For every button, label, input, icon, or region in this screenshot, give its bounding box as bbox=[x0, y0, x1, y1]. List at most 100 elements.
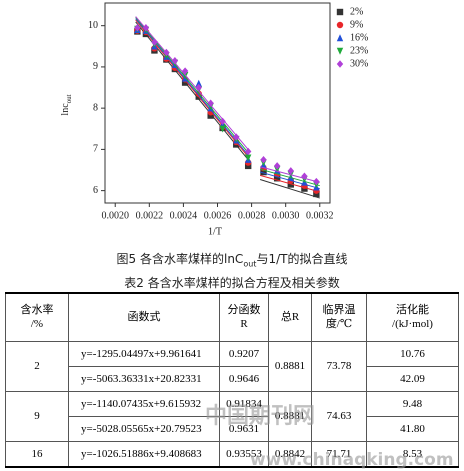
legend-label: 2% bbox=[350, 6, 363, 17]
chart: 1/T lncout 0.0020 0.0022 0.0024 0.0026 0.002… bbox=[60, 2, 368, 237]
point bbox=[260, 168, 267, 176]
y-tick-label: 6 bbox=[93, 185, 98, 196]
cell: 0.9207 bbox=[219, 340, 269, 367]
caption-text: 与1/T的拟合直线 bbox=[256, 252, 348, 266]
cell: 0.8881 bbox=[268, 340, 312, 392]
fit-line bbox=[259, 179, 320, 199]
y-label-main: lnc bbox=[60, 103, 71, 116]
x-tick-label: 0.0032 bbox=[306, 210, 334, 221]
legend-label: 16% bbox=[350, 32, 368, 43]
legend-marker bbox=[336, 60, 344, 68]
x-axis-label: 1/T bbox=[208, 226, 222, 237]
cell: 0.9631 bbox=[219, 415, 269, 442]
cell: y=-5028.05565x+20.79523 bbox=[68, 415, 220, 442]
fit-line bbox=[135, 16, 249, 150]
cell: 42.09 bbox=[366, 365, 459, 392]
header-text: 函数式 bbox=[127, 311, 161, 324]
legend-label: 23% bbox=[350, 45, 368, 56]
point bbox=[244, 147, 252, 156]
row: 16 y=-1026.51886x+9.408683 0.93553 0.8842 71… bbox=[5, 440, 459, 467]
cell: 16 bbox=[5, 440, 69, 467]
cell: 71.71 bbox=[311, 440, 367, 467]
header-text: 含水率 bbox=[20, 304, 54, 317]
cell: y=-5063.36331x+20.82331 bbox=[68, 365, 220, 392]
point bbox=[219, 117, 226, 126]
point bbox=[244, 154, 252, 162]
y-tick-label: 8 bbox=[93, 102, 98, 113]
point bbox=[207, 112, 214, 119]
point bbox=[181, 67, 189, 75]
y-axis-label: lncout bbox=[60, 94, 72, 115]
x-tick-label: 0.0020 bbox=[101, 210, 129, 221]
fit-line bbox=[135, 17, 249, 154]
row: y=-5028.05565x+20.79523 0.9631 41.80 bbox=[6, 415, 459, 442]
cell: 9.48 bbox=[366, 390, 459, 417]
y-label-sub: out bbox=[65, 94, 73, 103]
header-cell: 活化能/(kJ·mol) bbox=[366, 292, 459, 342]
point bbox=[195, 79, 202, 87]
fit-line bbox=[135, 19, 249, 158]
header-text: /(kJ·mol) bbox=[392, 318, 433, 331]
legend-marker bbox=[336, 8, 344, 16]
cell: y=-1026.51886x+9.408683 bbox=[68, 440, 220, 467]
legend-marker bbox=[336, 47, 344, 55]
cell: y=-1295.04497x+9.961641 bbox=[68, 340, 220, 367]
legend-label: 9% bbox=[350, 19, 363, 30]
cell: 0.9646 bbox=[219, 365, 269, 392]
point bbox=[163, 48, 170, 57]
legend-marker bbox=[336, 34, 344, 42]
x-tick-label: 0.0022 bbox=[136, 210, 164, 221]
point bbox=[260, 156, 267, 164]
point bbox=[273, 162, 281, 170]
x-tick-label: 0.0026 bbox=[204, 210, 232, 221]
cell: 8.53 bbox=[366, 440, 459, 467]
watermark-url: www.chinaqking.com bbox=[250, 450, 454, 470]
watermark: 中国期刊网 bbox=[205, 404, 316, 429]
fit-line bbox=[259, 174, 320, 193]
caption-sub: out bbox=[243, 259, 257, 269]
legend-label: 30% bbox=[350, 58, 368, 69]
cell: 10.76 bbox=[366, 340, 459, 367]
point bbox=[244, 162, 252, 170]
header-text: /% bbox=[30, 318, 44, 331]
header-cell: 分函数 R bbox=[219, 292, 269, 342]
legend-marker bbox=[336, 21, 344, 29]
fit-line bbox=[135, 18, 249, 156]
y-tick-label: 10 bbox=[88, 20, 98, 31]
cell: 73.78 bbox=[311, 340, 367, 392]
x-tick-label: 0.0024 bbox=[170, 210, 198, 221]
cell: y=-1140.07435x+9.615932 bbox=[68, 390, 220, 417]
point bbox=[181, 79, 189, 86]
point bbox=[313, 177, 320, 186]
header-text: 临界温 bbox=[322, 304, 356, 317]
header-text: 活化能 bbox=[396, 304, 429, 317]
point bbox=[301, 172, 308, 180]
header-cell: 临界温 度/℃ bbox=[311, 292, 367, 342]
cell: 41.80 bbox=[366, 415, 459, 442]
header-text: R bbox=[240, 318, 248, 331]
y-tick-label: 9 bbox=[93, 61, 98, 72]
point bbox=[313, 190, 320, 198]
cell: 2 bbox=[5, 340, 69, 392]
header-text: 总R bbox=[280, 311, 300, 324]
point bbox=[287, 167, 294, 175]
point bbox=[219, 125, 226, 133]
row: 2 y=-1295.04497x+9.961641 0.9207 0.8881 73.7… bbox=[5, 340, 459, 392]
x-tick-label: 0.0030 bbox=[272, 210, 300, 221]
point bbox=[151, 38, 158, 46]
point bbox=[134, 24, 141, 32]
header-cell: 总R bbox=[268, 292, 312, 342]
header-row: 含水率/% 函数式 分函数 R 总R 临界温 度/℃ 活化能/(kJ·mol) bbox=[5, 292, 459, 342]
header-text: 分函数 bbox=[227, 304, 261, 317]
row: 9 y=-1140.07435x+9.615932 0.91834 0.8881 74.… bbox=[5, 390, 459, 442]
header-text: 度/℃ bbox=[325, 318, 353, 331]
point bbox=[142, 24, 150, 32]
cell: 74.63 bbox=[311, 390, 367, 442]
table-caption: 表2 各含水率煤样的拟合方程及相关参数 bbox=[124, 276, 340, 290]
header-cell: 含水率/% bbox=[5, 292, 69, 342]
fit-line bbox=[259, 168, 320, 187]
cell: 9 bbox=[5, 390, 69, 442]
header-cell: 函数式 bbox=[68, 292, 220, 342]
